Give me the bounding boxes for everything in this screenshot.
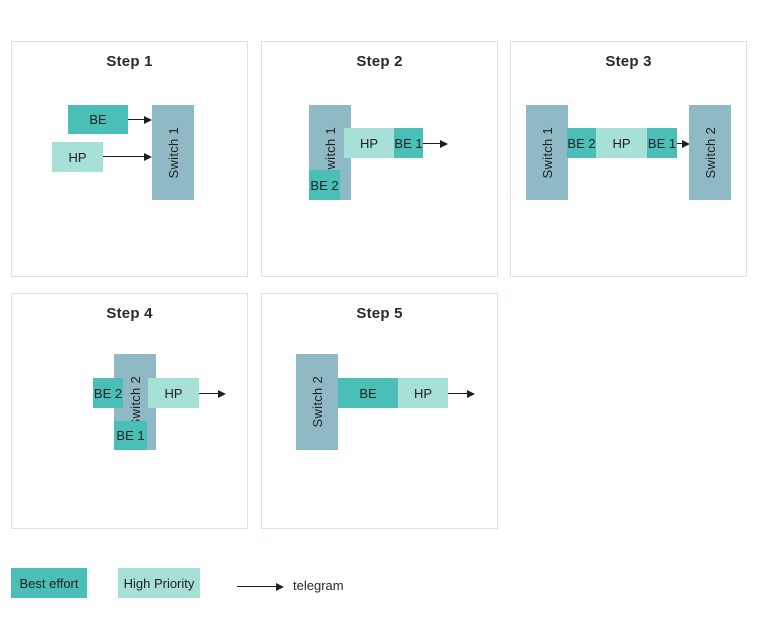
arrow-head <box>218 389 226 398</box>
hp-frame-label: HP <box>612 135 631 151</box>
arrow-shaft <box>677 142 684 145</box>
switch2-box: Switch 2 <box>689 105 731 200</box>
be2-frame-box: BE 2 <box>567 128 596 158</box>
be-frame-label: BE <box>89 112 107 127</box>
be2-frame-box: BE 2 <box>309 170 340 200</box>
arrow-shaft <box>448 392 469 395</box>
panel-title: Step 2 <box>356 53 403 70</box>
switch1-label: Switch 1 <box>539 126 555 179</box>
telegram-arrow-icon <box>448 389 475 398</box>
arrow-shaft <box>128 118 146 121</box>
legend-high-priority-swatch: High Priority <box>118 568 200 598</box>
hp-frame-box: HP <box>344 128 394 158</box>
switch2-box: Switch 2 <box>296 354 338 450</box>
legend-high-priority-label: High Priority <box>123 575 195 591</box>
hp-frame-label: HP <box>413 385 433 401</box>
arrow-head <box>276 582 284 591</box>
legend-best-effort-swatch: Best effort <box>11 568 87 598</box>
hp-frame-label: HP <box>359 135 379 151</box>
arrow-shaft <box>103 155 146 158</box>
panel-title: Step 3 <box>605 53 652 70</box>
switch1-label: Switch 1 <box>165 126 181 179</box>
be1-frame-box: BE 1 <box>394 128 423 158</box>
telegram-arrow-icon <box>423 139 448 148</box>
hp-frame-label: HP <box>68 149 87 165</box>
hp-frame-box: HP <box>52 142 103 172</box>
telegram-arrow-icon <box>128 115 152 124</box>
arrow-head <box>440 139 448 148</box>
be2-frame-label: BE 2 <box>310 177 339 193</box>
be-frame-label: BE <box>359 385 377 401</box>
be1-frame-box: BE 1 <box>114 421 147 450</box>
telegram-arrow-icon <box>103 152 152 161</box>
be2-frame-label: BE 2 <box>567 135 596 151</box>
switch2-label: Switch 2 <box>702 126 718 179</box>
panel-title: Step 4 <box>106 305 153 322</box>
legend-telegram-arrow-icon <box>237 582 284 591</box>
switch1-box: Switch 1 <box>526 105 568 200</box>
be1-frame-label: BE 1 <box>647 135 677 151</box>
legend-best-effort-label: Best effort <box>19 575 79 591</box>
be2-frame-label: BE 2 <box>93 385 123 401</box>
arrow-head <box>682 139 690 148</box>
panel-title: Step 5 <box>356 305 403 322</box>
arrow-shaft <box>237 585 278 588</box>
be1-frame-box: BE 1 <box>647 128 677 158</box>
arrow-head <box>144 152 152 161</box>
arrow-shaft <box>199 392 220 395</box>
panel-title: Step 1 <box>106 53 153 70</box>
hp-frame-box: HP <box>596 128 647 158</box>
be-frame-box: BE <box>338 378 398 408</box>
legend-telegram-label: telegram <box>293 578 344 593</box>
telegram-arrow-icon <box>677 139 690 148</box>
hp-frame-label: HP <box>164 385 183 401</box>
switch2-label: Switch 2 <box>309 376 325 428</box>
arrow-head <box>144 115 152 124</box>
switch1-box: Switch 1 <box>152 105 194 200</box>
panel-step-1: Step 1 <box>11 41 248 277</box>
hp-frame-box: HP <box>148 378 199 408</box>
arrow-head <box>467 389 475 398</box>
be1-frame-label: BE 1 <box>394 135 423 151</box>
hp-frame-box: HP <box>398 378 448 408</box>
panel-step-2: Step 2 <box>261 41 498 277</box>
be-frame-box: BE <box>68 105 128 134</box>
be2-frame-box: BE 2 <box>93 378 123 408</box>
arrow-shaft <box>423 142 442 145</box>
telegram-arrow-icon <box>199 389 226 398</box>
be1-frame-label: BE 1 <box>116 428 145 443</box>
